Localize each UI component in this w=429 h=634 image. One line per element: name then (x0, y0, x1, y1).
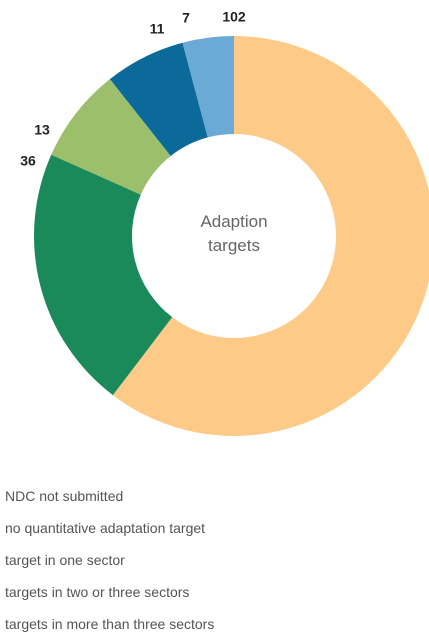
legend-entry: targets in two or three sectors (5, 584, 190, 600)
legend-entry: targets in more than three sectors (5, 616, 215, 632)
chart: 102 36 13 11 7 (20, 9, 429, 436)
donut-slice (182, 36, 234, 138)
legend-entry: no quantitative adaptation target (5, 520, 206, 536)
donut-slice (109, 42, 208, 157)
donut-slice (34, 154, 173, 396)
legend-entry: NDC not submitted (5, 488, 124, 504)
value-label: 36 (20, 153, 36, 169)
value-label: 102 (222, 9, 246, 25)
value-label: 11 (150, 21, 165, 37)
legend-entry: target in one sector (5, 552, 125, 568)
donut-slice (51, 79, 171, 195)
donut-slice (112, 36, 429, 436)
value-label: 13 (34, 122, 50, 138)
value-label: 7 (182, 10, 190, 26)
center-label: Adaption targets (200, 212, 268, 255)
